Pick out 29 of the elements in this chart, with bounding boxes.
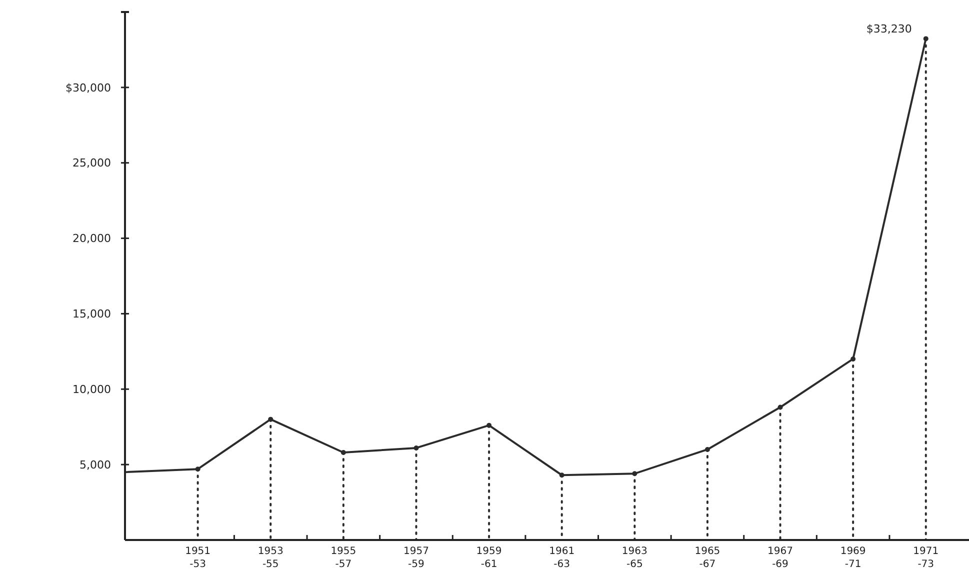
point [414, 445, 419, 450]
x-tick-label: 1963 -65 [622, 546, 648, 570]
point [195, 466, 200, 472]
y-tick-label: 25,000 [72, 156, 111, 170]
point [704, 446, 710, 452]
y-tick-label: 10,000 [72, 382, 111, 396]
y-tick-label: 20,000 [72, 232, 111, 246]
y-tick-label: 5,000 [80, 458, 111, 472]
x-tick-label: 1957 -59 [404, 546, 429, 570]
x-tick-label: 1965 -67 [694, 546, 720, 570]
point [340, 450, 346, 456]
x-tick-label: 1959 -61 [476, 546, 502, 570]
point [486, 422, 492, 428]
x-tick-label: 1951 -53 [185, 546, 211, 570]
annotation: $33,230 [866, 22, 912, 36]
point [778, 404, 783, 410]
x-tick-label: 1961 -63 [549, 546, 575, 570]
x-tick-label: 1967 -69 [768, 546, 793, 570]
x-tick-label: 1969 -71 [840, 546, 866, 570]
point [632, 471, 638, 476]
x-tick-label: 1955 -57 [330, 546, 356, 570]
y-tick-label: $30,000 [66, 81, 111, 94]
y-tick-label: 15,000 [72, 308, 111, 321]
point [268, 416, 274, 422]
x-tick-label: 1953 -55 [258, 546, 284, 570]
x-tick-label: 1971 -73 [913, 546, 939, 570]
point [559, 472, 564, 478]
point [923, 36, 928, 42]
point [850, 356, 856, 362]
